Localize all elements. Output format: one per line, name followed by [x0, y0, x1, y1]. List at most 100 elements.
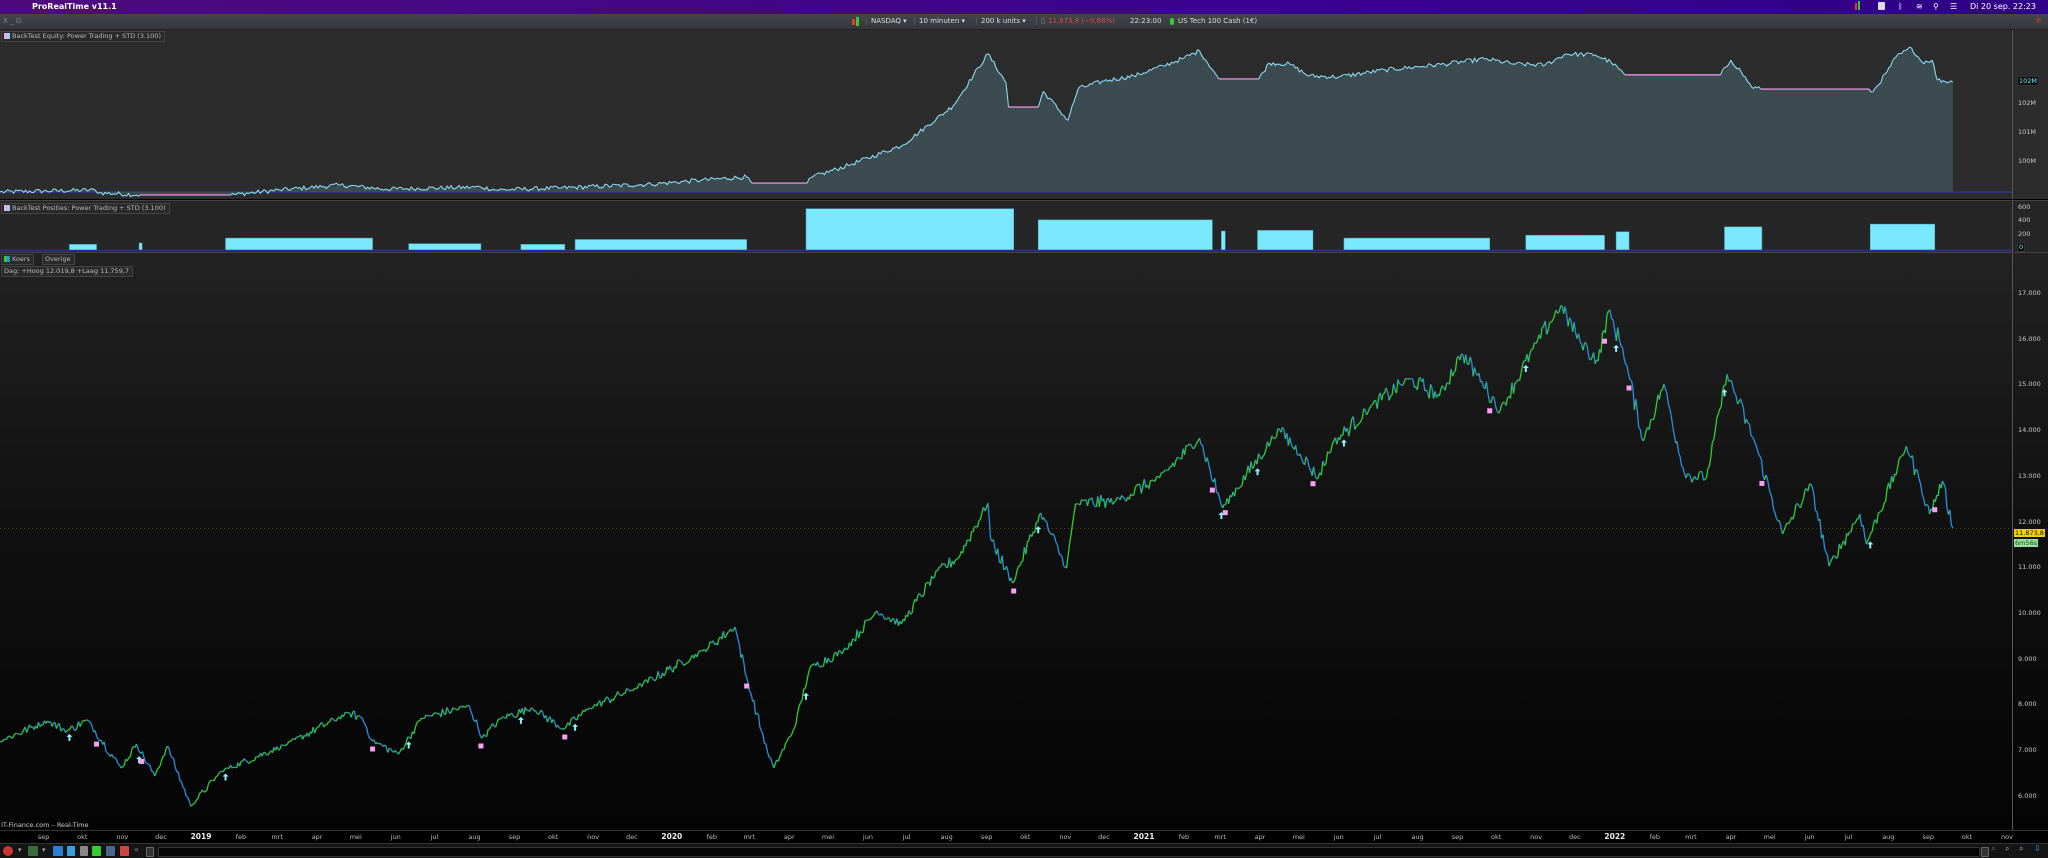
price-segment [942, 563, 944, 564]
time-axis-label: sep [981, 833, 993, 841]
tab-overige[interactable]: Overige [42, 254, 75, 265]
control-center-icon[interactable]: ☰ [1950, 2, 1957, 11]
equity-panel-header[interactable]: BackTest Equity: Power Trading + STD (3.… [1, 31, 165, 42]
price-segment [18, 734, 20, 735]
price-segment [1026, 542, 1027, 554]
menubar-clock[interactable]: Di 20 sep. 22:23 [1970, 2, 2036, 11]
price-segment [627, 689, 629, 690]
price-segment [1155, 477, 1157, 481]
price-segment [1545, 321, 1547, 335]
scroll-right-icon[interactable] [1981, 847, 1989, 857]
dropdown-icon[interactable]: ▾ [42, 846, 47, 856]
order-icon[interactable]: ▯ [1036, 17, 1045, 25]
price-segment [1475, 367, 1477, 374]
price-segment [203, 790, 204, 792]
price-segment [828, 658, 830, 661]
bluetooth-icon[interactable]: ᛒ [1898, 2, 1903, 11]
price-segment [1041, 513, 1043, 519]
price-segment [801, 700, 803, 702]
price-segment [1023, 547, 1025, 561]
indicator-icon[interactable] [80, 846, 88, 856]
positions-panel-header[interactable]: BackTest Posities: Power Trading + STD (… [1, 203, 170, 214]
sell-cross-marker [370, 746, 375, 751]
equity-y-axis[interactable]: 102M 102M 101M 100M [2012, 30, 2048, 199]
positions-y-axis[interactable]: 600 400 200 0 [2012, 201, 2048, 252]
time-axis-label: dec [626, 833, 638, 841]
price-segment [754, 700, 756, 714]
price-segment [1901, 456, 1902, 457]
price-segment [628, 689, 630, 691]
price-segment [886, 618, 888, 619]
screener-icon[interactable] [106, 846, 115, 856]
zoom-reset-icon[interactable]: ⌕ [1991, 844, 2001, 854]
price-segment [1762, 460, 1764, 476]
price-segment [88, 720, 90, 721]
price-segment [513, 717, 514, 718]
instrument-name[interactable]: US Tech 100 Cash (1€) [1178, 17, 1257, 25]
price-segment [1371, 405, 1373, 406]
app-title[interactable]: ProRealTime v11.1 [32, 2, 117, 11]
price-segment [1092, 498, 1094, 504]
chart-status-icon[interactable] [1855, 3, 1857, 10]
price-segment [1413, 380, 1414, 388]
price-segment [1274, 438, 1276, 439]
sell-cross-marker [1759, 481, 1764, 486]
price-segment [1863, 526, 1865, 537]
time-axis-label: 2022 [1604, 832, 1625, 841]
market-select[interactable]: NASDAQ ▾ [866, 17, 907, 25]
wifi-icon[interactable]: ≋ [1916, 2, 1923, 11]
price-segment [1479, 373, 1481, 382]
candlestick-icon[interactable] [852, 19, 855, 25]
price-segment [1629, 374, 1631, 380]
price-segment [1129, 494, 1131, 500]
price-segment [1389, 396, 1391, 400]
price-segment [1162, 472, 1164, 473]
backtest-icon[interactable] [120, 846, 129, 856]
price-segment [150, 766, 152, 772]
tab-koers[interactable]: Koers [1, 254, 34, 265]
price-segment [993, 540, 995, 549]
price-segment [1621, 346, 1623, 349]
price-segment [216, 776, 218, 777]
chart-style-icon[interactable] [28, 846, 38, 856]
keyboard-input-icon[interactable] [1878, 2, 1885, 10]
window-controls[interactable]: X _ ⊡ [3, 17, 22, 25]
scroll-left-fast-icon[interactable]: « [134, 845, 144, 855]
dropdown-icon[interactable]: ▾ [18, 846, 23, 856]
price-segment [1670, 409, 1671, 416]
horizontal-scrollbar[interactable] [158, 847, 1980, 857]
price-segment [1714, 430, 1716, 440]
price-segment [891, 619, 893, 622]
price-axis-label: 17.000 [2018, 289, 2041, 297]
search-icon[interactable]: ⚲ [1933, 2, 1939, 11]
price-segment [1324, 463, 1326, 466]
price-axis-label: 8.000 [2018, 700, 2037, 708]
price-segment [525, 707, 526, 710]
time-axis-label: jun [863, 833, 873, 841]
interval-select[interactable]: 10 minuten ▾ [914, 17, 965, 25]
auto-scroll-icon[interactable]: ⇩ [2034, 844, 2044, 854]
price-segment [446, 707, 447, 714]
price-segment [1008, 572, 1010, 581]
scroll-left-icon[interactable] [146, 847, 154, 857]
drawing-tools-icon[interactable] [3, 846, 13, 856]
units-select[interactable]: 200 k units ▾ [976, 17, 1026, 25]
price-segment [1594, 353, 1596, 364]
price-segment [465, 706, 467, 707]
zoom-in-icon[interactable]: ⌕ [2019, 844, 2029, 854]
price-segment [767, 751, 769, 757]
share-icon[interactable] [53, 846, 63, 856]
time-axis-label: okt [548, 833, 558, 841]
sell-cross-marker [1011, 589, 1016, 594]
copy-icon[interactable] [67, 846, 75, 856]
phone-trade-icon[interactable]: ✆ [2036, 17, 2042, 25]
trading-system-icon[interactable] [92, 846, 101, 856]
price-segment [978, 521, 980, 528]
price-segment [912, 603, 914, 613]
price-segment [205, 790, 207, 791]
price-segment [40, 725, 42, 727]
price-segment [171, 755, 173, 757]
zoom-out-icon[interactable]: ⌕ [2005, 844, 2015, 854]
